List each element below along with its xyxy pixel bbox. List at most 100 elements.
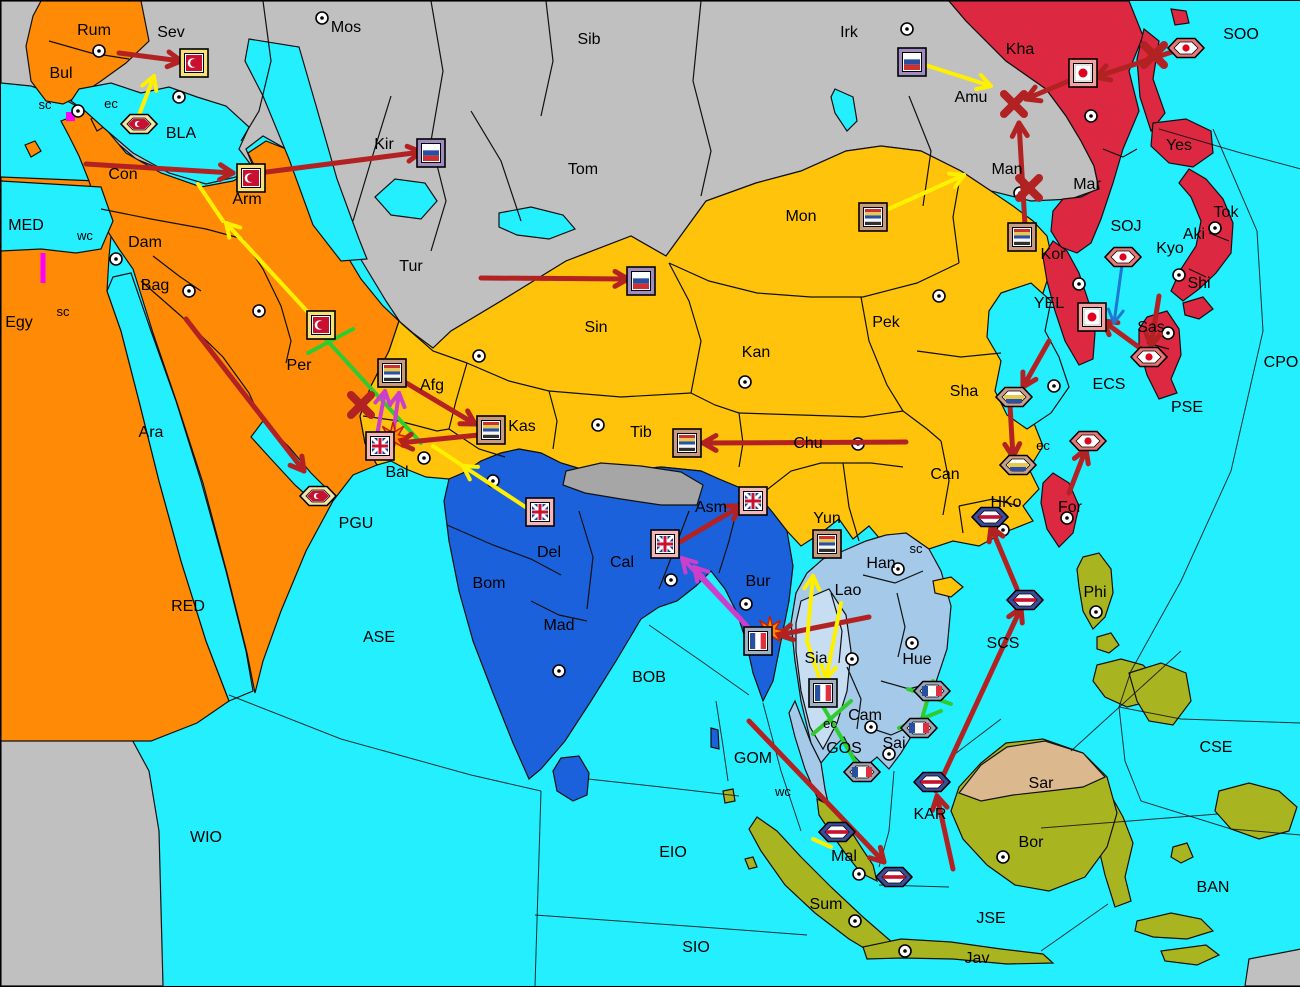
unit-china-army-man[interactable] xyxy=(1008,223,1036,251)
label-pse: PSE xyxy=(1171,399,1203,416)
supply-center-dot xyxy=(853,868,865,880)
label-cam: Cam xyxy=(848,707,882,724)
label-mon: Mon xyxy=(785,208,816,225)
region-africa[interactable] xyxy=(1,734,163,986)
label-phi: Phi xyxy=(1083,584,1106,601)
unit-japan-fleet-ecs[interactable] xyxy=(1070,432,1106,451)
unit-france-army-bur[interactable] xyxy=(744,627,772,655)
label-bur: Bur xyxy=(746,573,772,590)
label-shi: Shi xyxy=(1187,275,1210,292)
label-hue: Hue xyxy=(902,651,931,668)
supply-center-dot xyxy=(173,91,185,103)
label-lao: Lao xyxy=(835,582,862,599)
label-for: For xyxy=(1058,499,1083,516)
supply-center-dot xyxy=(1173,269,1185,281)
label-jse: JSE xyxy=(976,910,1005,927)
unit-turkey-army-sev[interactable] xyxy=(180,49,208,77)
label-dam: Dam xyxy=(128,234,162,251)
unit-china-army-kas[interactable] xyxy=(477,416,505,444)
unit-japan-fleet-sas[interactable] xyxy=(1131,348,1167,367)
supply-center-dot xyxy=(901,23,913,35)
label-ase: ASE xyxy=(363,629,395,646)
label-red: RED xyxy=(171,598,205,615)
label-tom: Tom xyxy=(568,161,598,178)
label-cpo: CPO xyxy=(1264,354,1299,371)
unit-china-army-tib[interactable] xyxy=(673,429,701,457)
unit-britain-army-del[interactable] xyxy=(526,498,554,526)
unit-france-fleet-sai[interactable] xyxy=(901,719,937,738)
label-bom: Bom xyxy=(473,575,506,592)
unit-britain-fleet-kar[interactable] xyxy=(914,773,950,792)
label-ara: Ara xyxy=(139,424,164,441)
label-irk: Irk xyxy=(840,24,859,41)
label-arm: Arm xyxy=(232,191,261,208)
unit-britain-fleet-scs[interactable] xyxy=(1007,591,1043,610)
label-eio: EIO xyxy=(659,844,687,861)
label-sia: Sia xyxy=(804,650,827,667)
supply-center-dot xyxy=(418,452,430,464)
unit-turkey-army-per[interactable] xyxy=(307,311,335,339)
supply-center-dot xyxy=(846,653,858,665)
label-asm: Asm xyxy=(695,499,727,516)
supply-center-dot xyxy=(473,350,485,362)
label-mad: Mad xyxy=(543,617,574,634)
unit-japan-fleet-soo[interactable] xyxy=(1168,39,1204,58)
label-sum: Sum xyxy=(810,896,843,913)
label-sio: SIO xyxy=(682,939,710,956)
unit-russia-army-irk[interactable] xyxy=(898,48,926,76)
unit-japan-fleet-soj[interactable] xyxy=(1105,248,1141,267)
label-soo: SOO xyxy=(1223,26,1259,43)
label-sin: Sin xyxy=(584,319,607,336)
label-pek: Pek xyxy=(872,314,901,331)
supply-center-dot xyxy=(665,574,677,586)
label-aki: Aki xyxy=(1183,226,1205,243)
region-islet-gos[interactable] xyxy=(723,789,735,803)
label-mar: Mar xyxy=(1073,176,1101,193)
label-rum: Rum xyxy=(77,22,111,39)
unit-britain-fleet-mal[interactable] xyxy=(819,823,855,842)
label-jav: Jav xyxy=(965,950,990,967)
unit-britain-fleet-mal-strait[interactable] xyxy=(876,868,912,887)
label-amu: Amu xyxy=(955,89,988,106)
unit-russia-army-kir[interactable] xyxy=(417,139,445,167)
label-kan: Kan xyxy=(742,344,770,361)
unit-china-army-afg[interactable] xyxy=(378,359,406,387)
label-bla: BLA xyxy=(166,125,197,142)
unit-china-army-yun[interactable] xyxy=(813,530,841,558)
label-can: Can xyxy=(930,466,959,483)
unit-turkey-army-arm[interactable] xyxy=(237,164,265,192)
unit-japan-army-kor[interactable] xyxy=(1078,303,1106,331)
label-soj: SOJ xyxy=(1110,218,1141,235)
label-per: Per xyxy=(287,357,313,374)
label-mal: Mal xyxy=(831,848,857,865)
label-kyo: Kyo xyxy=(1156,240,1184,257)
unit-france-army-sia[interactable] xyxy=(809,679,837,707)
region-andaman[interactable] xyxy=(711,728,719,749)
unit-china-fleet-yel[interactable] xyxy=(996,388,1032,407)
label-yel: YEL xyxy=(1034,295,1064,312)
unit-france-fleet-hue[interactable] xyxy=(914,682,950,701)
coast-tag-sc: sc xyxy=(39,97,53,112)
unit-japan-army-kha[interactable] xyxy=(1069,59,1097,87)
unit-france-fleet-gos[interactable] xyxy=(844,763,880,782)
unit-britain-army-asm[interactable] xyxy=(739,487,767,515)
label-bag: Bag xyxy=(141,277,169,294)
coast-tag-ec: ec xyxy=(104,96,118,111)
unit-britain-army-cal[interactable] xyxy=(651,530,679,558)
supply-center-dot xyxy=(1073,278,1085,290)
label-sib: Sib xyxy=(577,31,600,48)
unit-china-army-mon[interactable] xyxy=(859,203,887,231)
supply-center-dot xyxy=(93,45,105,57)
unit-britain-army-bal[interactable] xyxy=(366,432,394,460)
label-hko: HKo xyxy=(990,494,1021,511)
label-bal: Bal xyxy=(385,464,408,481)
unit-russia-army-sin[interactable] xyxy=(627,267,655,295)
label-del: Del xyxy=(537,544,561,561)
unit-china-fleet-sha-ec[interactable] xyxy=(1000,456,1036,475)
label-gom: GOM xyxy=(734,750,772,767)
supply-center-dot xyxy=(933,290,945,302)
supply-center-dot xyxy=(849,915,861,927)
unit-turkey-fleet-bla[interactable] xyxy=(121,115,157,134)
unit-turkey-fleet-pgu[interactable] xyxy=(300,487,336,506)
